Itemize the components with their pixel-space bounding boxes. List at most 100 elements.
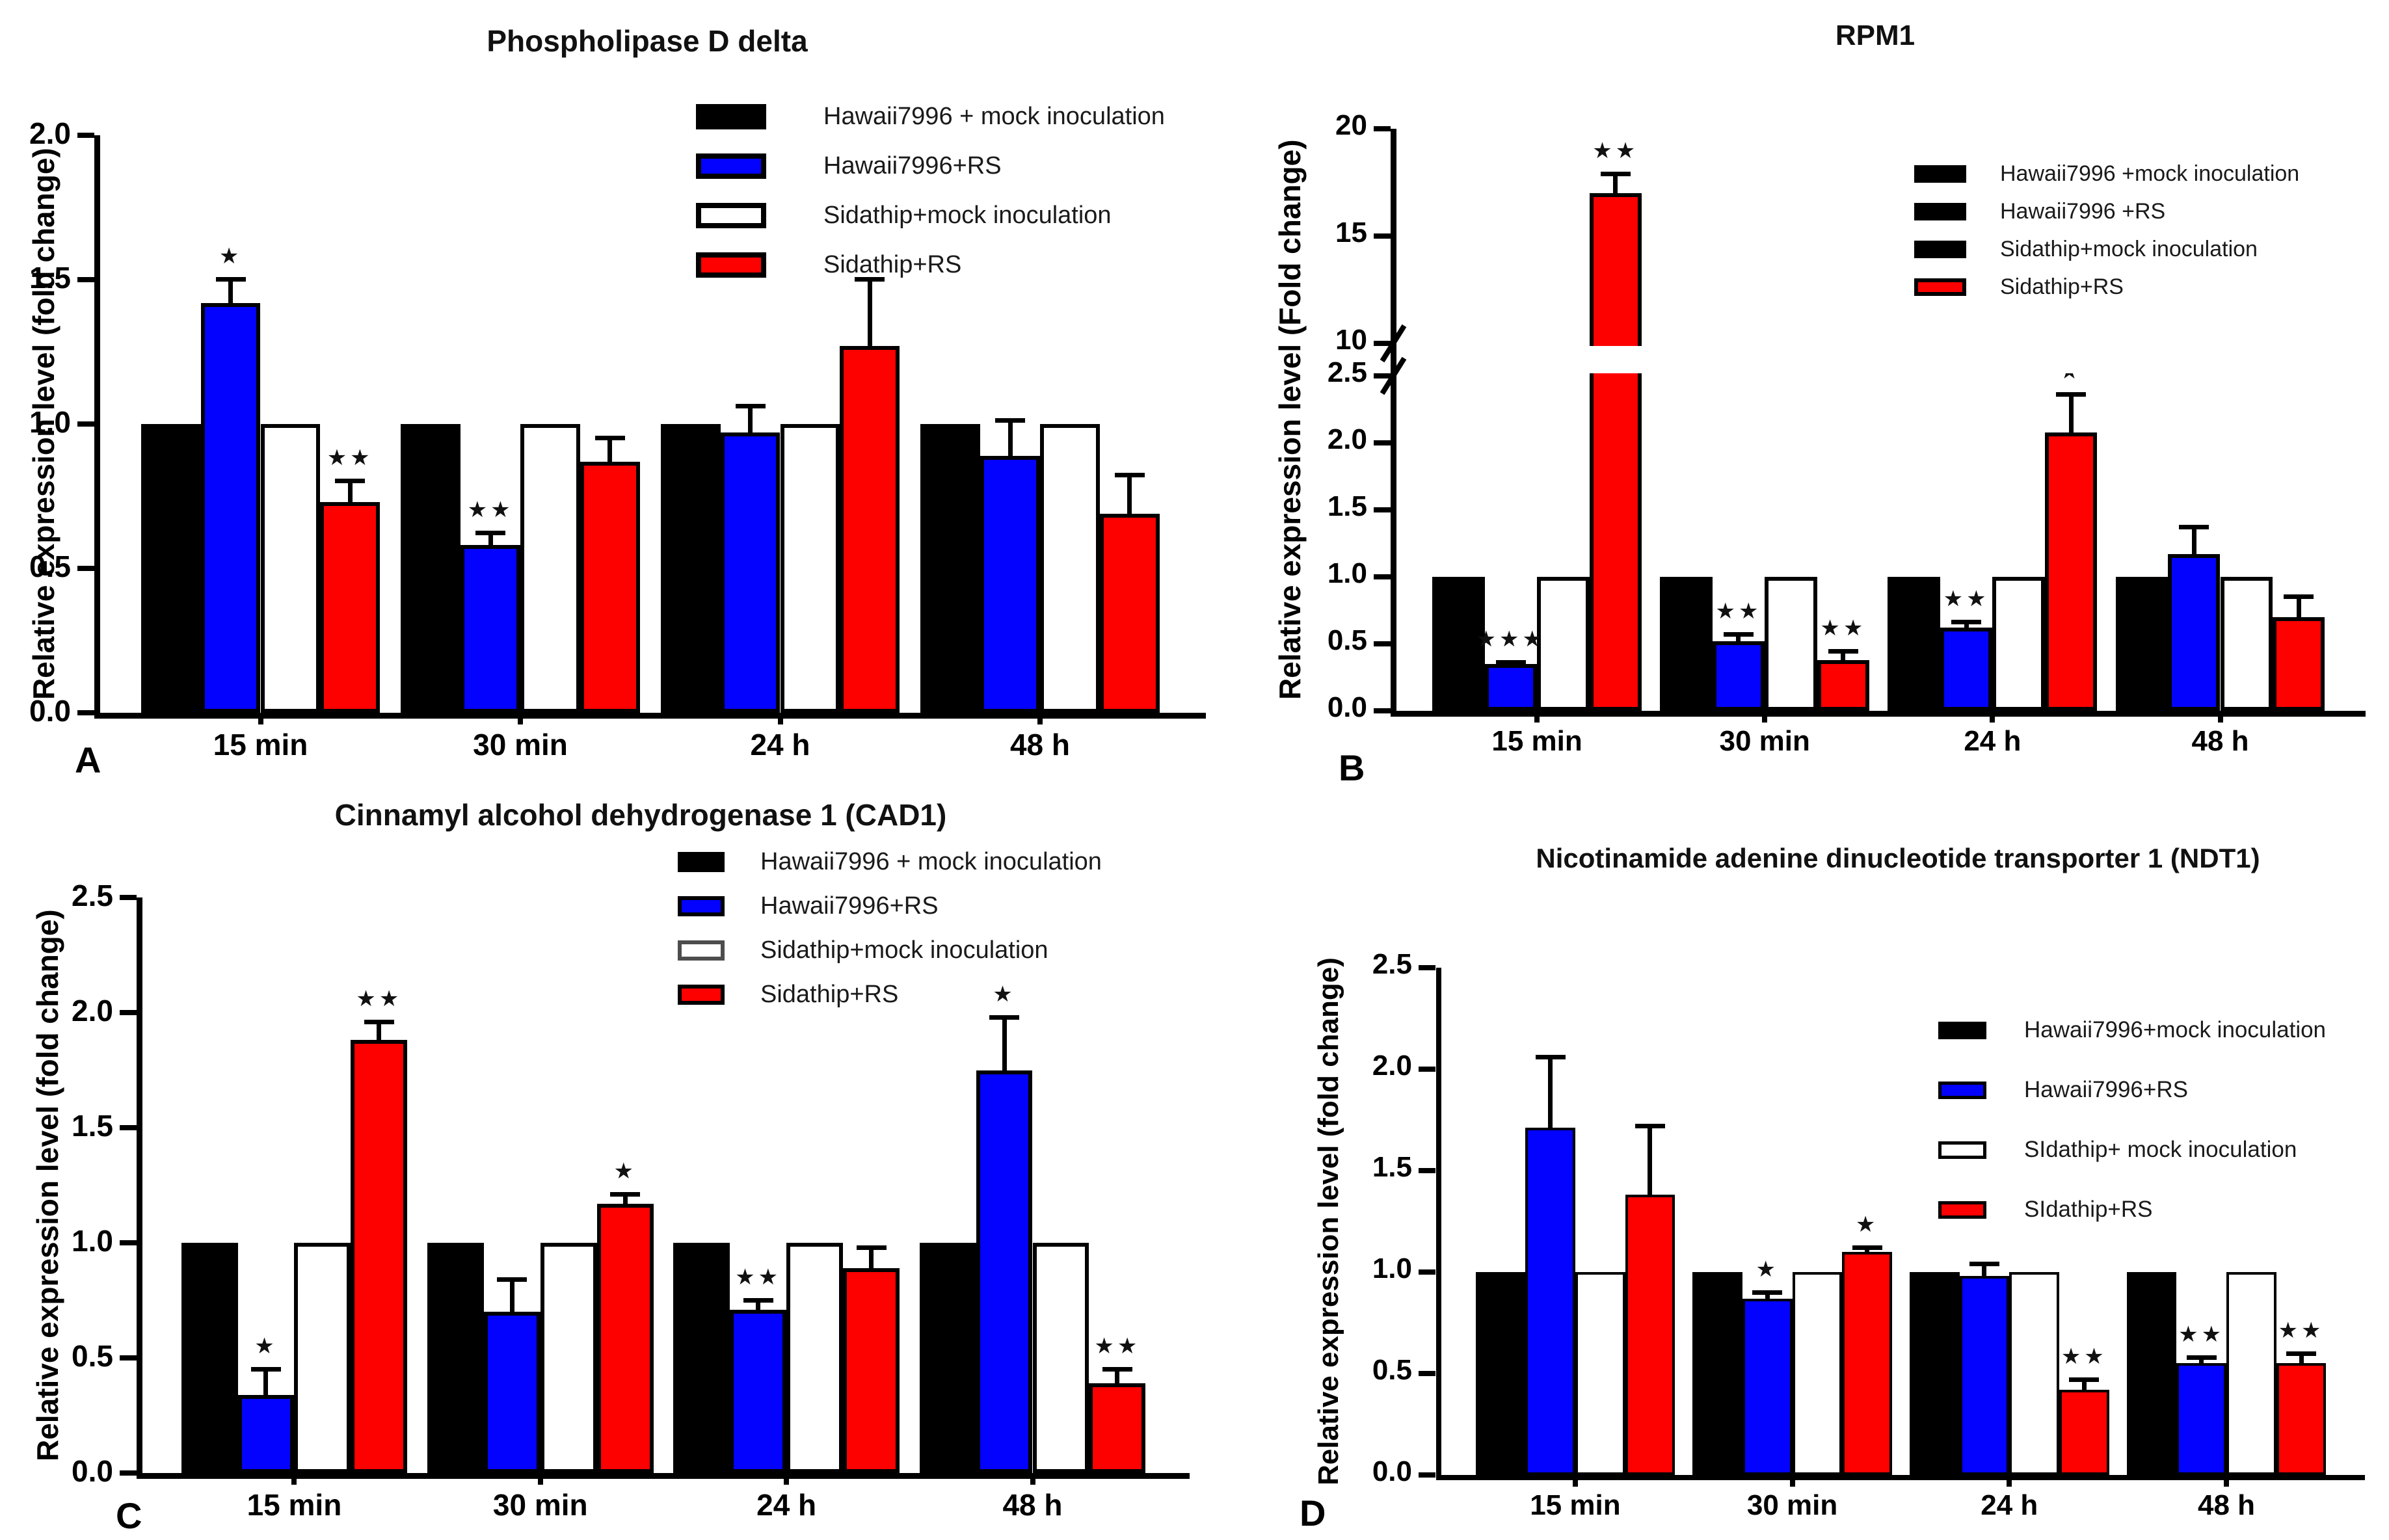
- error-bar: [1008, 418, 1013, 457]
- error-bar-cap: [335, 479, 366, 484]
- legend-swatch: [1938, 1021, 1986, 1039]
- error-bar-cap: [1114, 473, 1145, 478]
- x-category-label: 30 min: [1746, 1489, 1838, 1521]
- legend-item: SIdathip+ mock inoculation: [1938, 1137, 2326, 1163]
- legend-label: Sidathip+mock inoculation: [823, 202, 1112, 229]
- bar: [1484, 663, 1538, 711]
- legend-swatch: [1914, 278, 1966, 296]
- legend-label: Hawaii7996+mock inoculation: [2024, 1017, 2327, 1042]
- x-axis-tick: [1572, 1475, 1578, 1487]
- y-axis-tick: [77, 277, 94, 282]
- error-bar-cap: [1969, 1262, 1999, 1267]
- legend-label: Hawaii7996+RS: [760, 892, 939, 920]
- significance-stars: ★★: [1715, 598, 1762, 624]
- bar: [840, 346, 900, 713]
- bar: [1625, 1195, 1675, 1475]
- bar: [2226, 1272, 2276, 1475]
- x-axis-tick: [1789, 1475, 1795, 1487]
- y-axis-tick: [120, 1125, 137, 1130]
- bar: [660, 424, 721, 713]
- legend-item: Hawaii7996+RS: [1938, 1077, 2326, 1103]
- bar: [294, 1243, 351, 1473]
- y-tick-label: 1.5: [29, 261, 71, 295]
- bar: [2059, 1389, 2109, 1475]
- chart-title: Nicotinamide adenine dinucleotide transp…: [1536, 843, 2260, 873]
- chart-legend: Hawaii7996 + mock inoculation Hawaii7996+…: [696, 103, 1165, 279]
- error-bar-cap: [2179, 524, 2209, 529]
- y-tick-label: 15: [1335, 217, 1367, 249]
- legend-swatch: [1914, 241, 1966, 258]
- legend-swatch: [1914, 203, 1966, 220]
- y-axis-tick: [1419, 965, 1435, 970]
- legend-item: Hawaii7996 +mock inoculation: [1914, 161, 2299, 187]
- error-bar: [1736, 631, 1741, 643]
- significance-stars: ★★: [467, 498, 514, 523]
- error-bar-cap: [855, 276, 885, 282]
- error-bar: [756, 1297, 761, 1311]
- y-axis-tick: [77, 566, 94, 571]
- bar: [2176, 1363, 2226, 1475]
- legend-swatch: [696, 153, 766, 179]
- x-axis-tick: [2007, 1475, 2012, 1487]
- bar: [351, 1040, 408, 1473]
- bar: [1432, 577, 1485, 711]
- y-tick-label: 0.0: [72, 1454, 113, 1488]
- bar: [1660, 577, 1713, 711]
- x-category-label: 48 h: [1009, 728, 1071, 762]
- y-axis-tick: [77, 133, 94, 138]
- y-tick-label: 0.5: [1372, 1354, 1412, 1386]
- legend-label: Hawaii7996+RS: [823, 152, 1002, 179]
- error-bar: [2296, 594, 2301, 618]
- axis-break-band: [1404, 346, 2366, 374]
- bar: [320, 501, 380, 713]
- y-tick-label: 20: [1335, 109, 1367, 141]
- bar: [2115, 577, 2169, 711]
- error-bar-cap: [1535, 1055, 1566, 1060]
- x-axis-tick: [1037, 713, 1043, 724]
- bar: [2009, 1272, 2059, 1475]
- bar: [720, 432, 781, 713]
- error-bar: [263, 1367, 269, 1396]
- x-category-label: 24 h: [756, 1488, 817, 1522]
- x-category-label: 15 min: [247, 1488, 342, 1522]
- bar: [181, 1243, 238, 1473]
- x-category-label: 15 min: [1491, 725, 1582, 757]
- bar: [919, 1243, 976, 1473]
- x-axis-tick: [777, 713, 783, 724]
- bar: [1940, 628, 1993, 711]
- legend-item: Hawaii7996+RS: [696, 152, 1165, 180]
- error-bar: [2081, 1377, 2087, 1391]
- significance-stars: ★: [993, 981, 1016, 1007]
- y-tick-label: 1.0: [1372, 1253, 1412, 1284]
- chart-plot-area: 0.0 0.5 1.0 1.5 2.0 2.5 15 min 30 min 24 h 48 h ★ ★…: [72, 879, 1190, 1522]
- significance-stars: ★: [1755, 1257, 1779, 1282]
- significance-stars: ★★: [1820, 616, 1867, 641]
- y-tick-label: 1.5: [1372, 1151, 1412, 1183]
- error-bar: [2068, 392, 2074, 434]
- y-axis-tick: [77, 710, 94, 715]
- bar: [1099, 513, 1160, 713]
- error-bar: [2199, 1355, 2204, 1365]
- legend-swatch: [696, 104, 766, 129]
- y-axis-tick: [1419, 1168, 1435, 1173]
- chart-title: Cinnamyl alcohol dehydrogenase 1 (CAD1): [334, 798, 947, 832]
- y-tick-label: 2.0: [1327, 423, 1367, 456]
- significance-stars: ★★★: [1476, 626, 1546, 652]
- bar: [2220, 577, 2273, 711]
- x-axis-tick: [2224, 1475, 2229, 1487]
- legend-swatch: [696, 203, 766, 228]
- error-bar: [488, 531, 493, 547]
- legend-item: Hawaii7996+mock inoculation: [1938, 1017, 2326, 1043]
- chart-plot-area: 0.0 0.5 1.0 1.5 2.0 15 min 30 min 24 h 48 h ★ ★★ ★★: [29, 116, 1206, 762]
- error-bar-cap: [1752, 1290, 1783, 1295]
- x-category-label: 48 h: [2191, 725, 2249, 757]
- bar: [843, 1268, 900, 1473]
- x-category-label: 30 min: [473, 728, 568, 762]
- bar: [673, 1243, 730, 1473]
- legend-item: Sidathip+mock inoculation: [696, 202, 1165, 230]
- y-axis-tick: [1374, 233, 1391, 239]
- significance-stars: ★: [254, 1334, 278, 1359]
- error-bar-cap: [1951, 620, 1982, 625]
- bar: [1765, 577, 1817, 711]
- error-bar: [1115, 1367, 1120, 1385]
